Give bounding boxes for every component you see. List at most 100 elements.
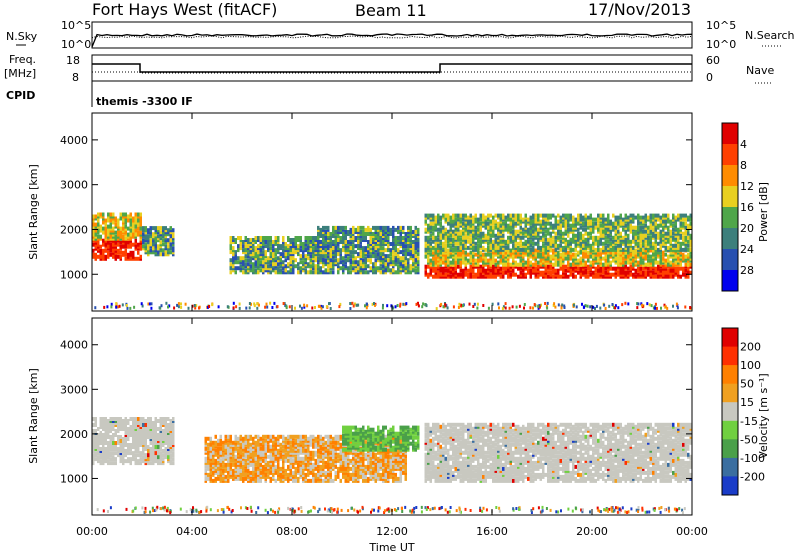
range-cell xyxy=(477,237,480,242)
range-cell xyxy=(519,258,522,263)
range-cell xyxy=(519,243,522,248)
range-cell xyxy=(662,250,665,255)
range-cell xyxy=(144,427,147,431)
range-cell xyxy=(644,229,647,234)
range-cell xyxy=(664,245,667,250)
range-cell xyxy=(469,264,472,269)
range-cell xyxy=(309,268,312,273)
clutter-cell xyxy=(614,304,617,308)
range-cell xyxy=(509,221,512,226)
range-cell xyxy=(169,443,172,447)
range-cell xyxy=(402,225,405,230)
range-cell xyxy=(317,268,320,273)
range-cell xyxy=(542,233,545,238)
range-cell xyxy=(369,244,372,249)
range-cell xyxy=(659,243,662,248)
range-cell xyxy=(502,233,505,238)
range-cell xyxy=(97,455,100,460)
range-cell xyxy=(454,270,457,275)
range-cell xyxy=(244,244,247,249)
range-cell xyxy=(139,222,142,227)
range-cell xyxy=(97,222,100,227)
range-cell xyxy=(142,240,145,245)
range-cell xyxy=(332,234,335,238)
range-cell xyxy=(642,221,645,226)
clutter-cell xyxy=(637,302,640,306)
clutter-cell xyxy=(288,305,291,309)
range-cell xyxy=(167,451,170,456)
range-cell xyxy=(252,268,255,273)
range-cell xyxy=(522,250,525,255)
range-cell xyxy=(514,250,517,255)
range-cell xyxy=(629,223,632,228)
range-cell xyxy=(262,264,265,269)
range-cell xyxy=(462,213,465,218)
range-cell xyxy=(312,270,315,275)
colorbar-segment xyxy=(722,165,738,187)
range-cell xyxy=(437,213,440,218)
range-cell xyxy=(394,244,397,249)
range-cell xyxy=(662,225,665,230)
range-cell xyxy=(554,239,557,244)
range-cell xyxy=(147,423,150,427)
range-cell xyxy=(642,262,645,267)
range-cell xyxy=(252,256,255,261)
range-cell xyxy=(662,213,665,218)
range-cell xyxy=(167,238,170,243)
range-cell xyxy=(379,225,382,230)
range-cell xyxy=(234,254,237,259)
range-cell xyxy=(549,248,552,253)
range-cell xyxy=(99,447,102,451)
range-cell xyxy=(372,244,375,249)
clutter-cell xyxy=(180,305,183,309)
range-cell xyxy=(502,250,505,255)
range-cell xyxy=(134,222,137,227)
range-cell xyxy=(454,250,457,255)
range-cell xyxy=(359,262,362,267)
range-cell xyxy=(502,254,505,259)
range-cell xyxy=(434,221,437,226)
range-cell xyxy=(582,233,585,238)
range-cell xyxy=(264,258,267,263)
range-cell xyxy=(609,229,612,234)
range-cell xyxy=(329,236,332,240)
range-cell xyxy=(349,254,352,259)
range-cell xyxy=(299,254,302,259)
range-cell xyxy=(644,239,647,244)
range-cell xyxy=(162,252,165,257)
range-cell xyxy=(582,221,585,226)
range-cell xyxy=(617,248,620,253)
range-cell xyxy=(497,268,500,273)
range-cell xyxy=(307,244,310,249)
range-cell xyxy=(357,240,360,244)
range-cell xyxy=(602,245,605,250)
range-cell xyxy=(172,433,175,437)
range-cell xyxy=(277,262,280,267)
range-cell xyxy=(292,250,295,255)
range-cell xyxy=(504,262,507,267)
range-cell xyxy=(382,256,385,261)
range-cell xyxy=(514,262,517,267)
range-cell xyxy=(242,248,245,253)
range-cell xyxy=(132,228,135,233)
range-cell xyxy=(364,270,367,275)
range-cell xyxy=(372,262,375,267)
range-cell xyxy=(244,254,247,259)
range-cell xyxy=(614,266,617,271)
range-cell xyxy=(522,231,525,236)
range-cell xyxy=(539,245,542,250)
range-cell xyxy=(289,238,292,242)
range-cell xyxy=(634,250,637,255)
range-cell xyxy=(484,262,487,267)
range-cell xyxy=(352,225,355,230)
colorbar-tick-label: 8 xyxy=(740,159,747,172)
range-cell xyxy=(684,254,687,259)
range-cell xyxy=(534,221,537,226)
range-cell xyxy=(344,225,347,230)
range-cell xyxy=(629,250,632,255)
range-cell xyxy=(519,219,522,224)
range-cell xyxy=(587,225,590,230)
range-cell xyxy=(569,254,572,259)
range-cell xyxy=(512,243,515,248)
range-cell xyxy=(147,453,150,458)
